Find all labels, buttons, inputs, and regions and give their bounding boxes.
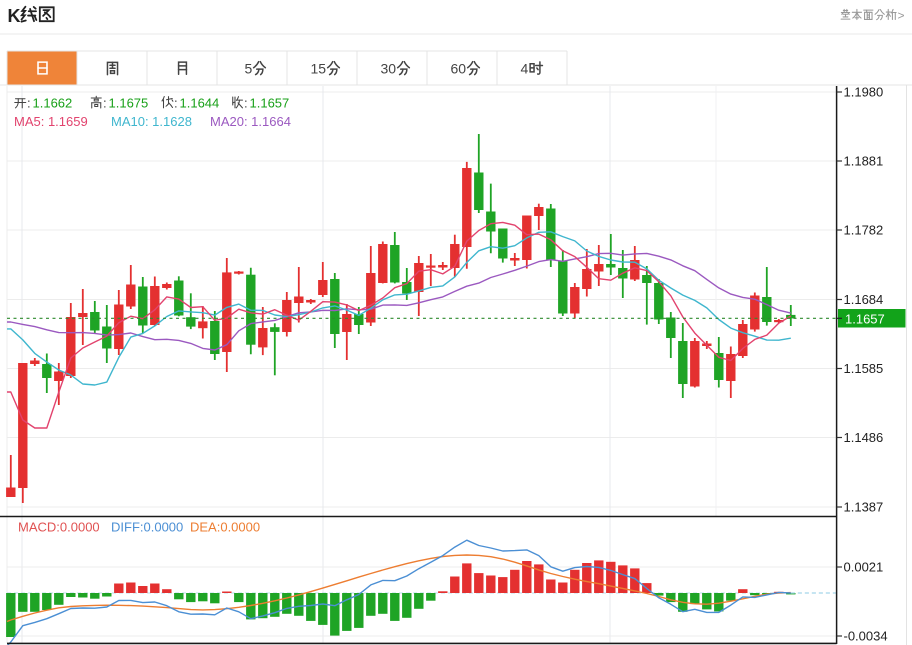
svg-text::: : — [27, 96, 31, 111]
svg-text:DEA:0.0000: DEA:0.0000 — [190, 520, 260, 535]
svg-text:K: K — [8, 6, 21, 26]
svg-text:1.1675: 1.1675 — [109, 96, 149, 111]
svg-text:-0.0034: -0.0034 — [844, 629, 888, 644]
svg-text:1.1657: 1.1657 — [845, 311, 885, 326]
svg-text:>: > — [898, 9, 905, 23]
svg-text::: : — [103, 96, 107, 111]
svg-text:MA5: 1.1659: MA5: 1.1659 — [14, 114, 88, 129]
svg-text:60: 60 — [451, 61, 467, 77]
svg-text:30: 30 — [381, 61, 397, 77]
svg-text:1.1657: 1.1657 — [250, 96, 290, 111]
svg-text:MA20: 1.1664: MA20: 1.1664 — [210, 114, 291, 129]
svg-text:5: 5 — [245, 61, 253, 77]
svg-text:1.1585: 1.1585 — [844, 361, 884, 376]
svg-text:MACD:0.0000: MACD:0.0000 — [18, 520, 100, 535]
svg-text:0.0021: 0.0021 — [844, 560, 884, 575]
svg-text:1.1644: 1.1644 — [180, 96, 220, 111]
svg-text:15: 15 — [311, 61, 327, 77]
svg-text::: : — [244, 96, 248, 111]
svg-text:1.1387: 1.1387 — [844, 500, 884, 515]
svg-text:1.1782: 1.1782 — [844, 223, 884, 238]
svg-text:DIFF:0.0000: DIFF:0.0000 — [111, 520, 183, 535]
svg-text:MA10: 1.1628: MA10: 1.1628 — [111, 114, 192, 129]
svg-text:1.1486: 1.1486 — [844, 430, 884, 445]
svg-text:1.1881: 1.1881 — [844, 154, 884, 169]
svg-text:1.1662: 1.1662 — [33, 96, 73, 111]
svg-text:1.1684: 1.1684 — [844, 292, 884, 307]
svg-text::: : — [174, 96, 178, 111]
svg-text:1.1980: 1.1980 — [844, 85, 884, 100]
svg-text:4: 4 — [521, 61, 529, 77]
